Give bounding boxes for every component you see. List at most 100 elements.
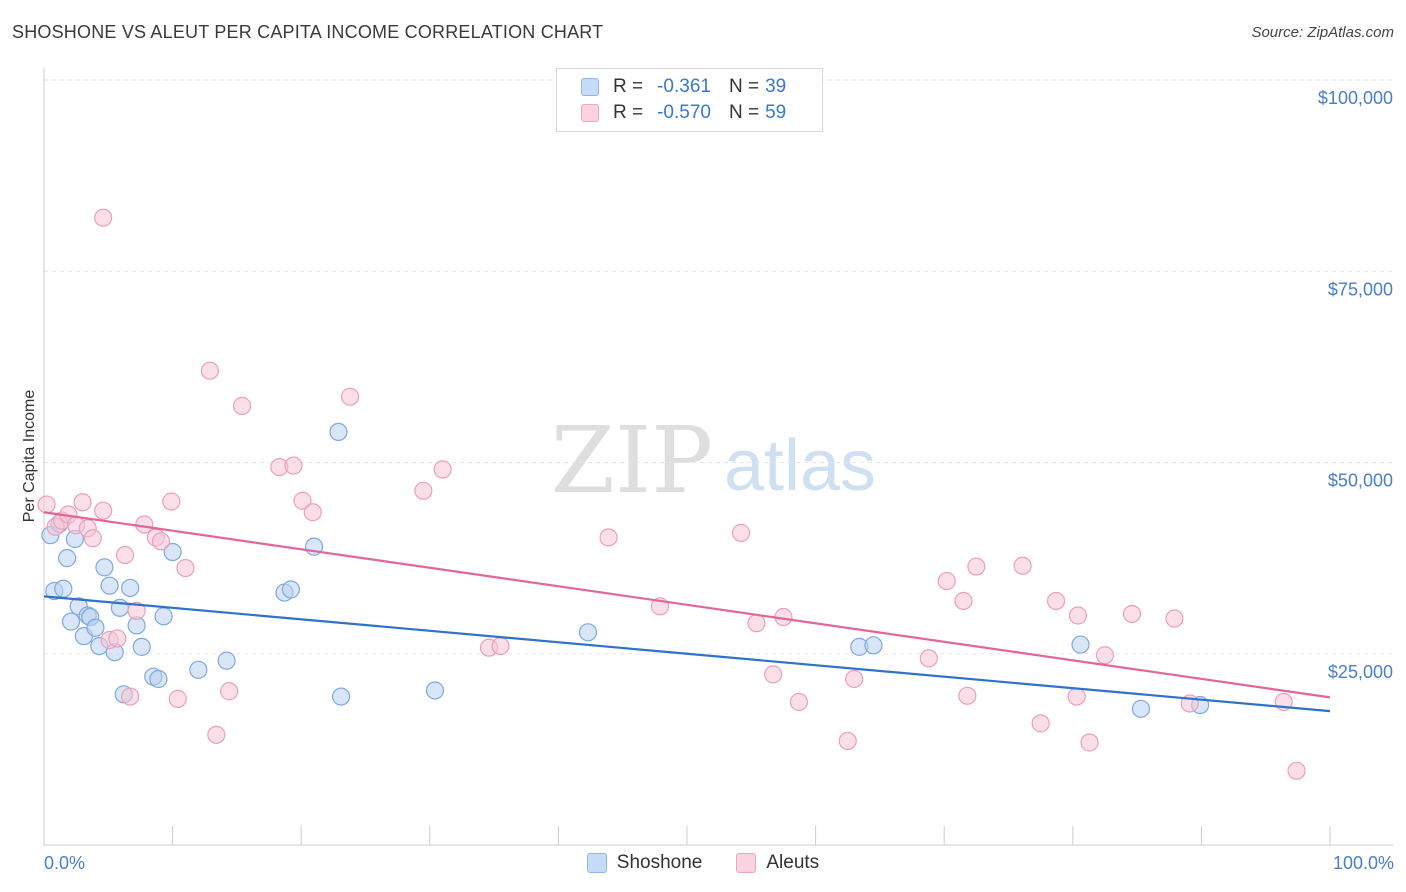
aleut-point <box>121 687 140 706</box>
aleut-point <box>1046 591 1066 611</box>
shoshone-point <box>86 618 105 637</box>
y-tick-label: $50,000 <box>1328 471 1393 491</box>
trend-line-shoshone <box>43 595 1331 713</box>
aleut-point <box>433 460 452 479</box>
aleut-point <box>1165 609 1184 628</box>
aleut-point <box>1067 687 1086 706</box>
aleut-point <box>127 601 146 621</box>
legend-r-value: -0.570 <box>657 102 711 123</box>
legend-n-label: N = <box>728 76 760 97</box>
aleut-point <box>94 208 113 227</box>
shoshone-point <box>58 549 77 568</box>
x-ticks <box>43 826 1331 845</box>
watermark-atlas: atlas <box>724 426 876 506</box>
series-legend-aleuts[interactable]: Aleuts <box>736 852 819 874</box>
watermark-zip: ZIP <box>551 407 713 514</box>
shoshone-point <box>1071 635 1090 654</box>
aleut-point <box>162 492 181 511</box>
shoshone-point <box>61 612 81 631</box>
shoshone-point <box>281 580 301 599</box>
shoshone-point <box>1131 699 1151 718</box>
watermark: ZIP atlas <box>551 407 876 514</box>
shoshone-point <box>578 623 598 642</box>
aleut-point <box>967 557 986 576</box>
shoshone-point <box>329 422 348 441</box>
aleut-point <box>83 529 102 548</box>
aleut-point <box>1080 733 1099 752</box>
aleut-point <box>168 689 187 708</box>
legend-row-shoshone: R = -0.361 N = 39 <box>581 76 786 98</box>
series-label-shoshone: Shoshone <box>616 852 703 873</box>
grid-lines <box>44 79 1393 655</box>
axes <box>43 68 1393 846</box>
aleut-point <box>284 456 303 475</box>
legend-row-aleuts: R = -0.570 N = 59 <box>581 102 786 124</box>
legend-r-label: R = <box>613 102 644 123</box>
aleut-point <box>340 387 360 406</box>
legend-n-value: 39 <box>765 76 787 97</box>
aleut-point <box>954 591 973 611</box>
y-tick-labels: $25,000 $50,000 $75,000 $100,000 <box>1318 88 1393 682</box>
aleut-point <box>764 665 783 684</box>
aleut-point <box>94 501 113 520</box>
aleut-point <box>303 503 322 522</box>
trend-line-aleuts <box>43 511 1331 699</box>
aleut-point <box>845 669 864 689</box>
aleut-point <box>747 614 766 633</box>
aleut-point <box>200 361 219 380</box>
legend-swatch-aleuts <box>581 104 599 122</box>
shoshone-point <box>149 669 168 689</box>
shoshone-point <box>154 607 173 626</box>
trend-lines <box>43 511 1331 713</box>
series-shoshone <box>41 422 1210 718</box>
legend-r-label: R = <box>613 76 644 97</box>
aleut-point <box>937 571 956 591</box>
aleut-point <box>207 725 226 744</box>
legend-n-value: 59 <box>765 102 787 123</box>
shoshone-point <box>54 579 73 598</box>
series <box>37 208 1306 780</box>
series-swatch-shoshone <box>586 853 607 873</box>
aleut-point <box>789 692 808 712</box>
series-label-aleuts: Aleuts <box>766 852 820 873</box>
aleut-point <box>1068 606 1088 625</box>
legend-r-value: -0.361 <box>657 76 711 97</box>
aleut-point <box>958 686 977 705</box>
aleut-point <box>293 491 312 510</box>
aleut-point <box>108 629 127 648</box>
chart-title: SHOSHONE VS ALEUT PER CAPITA INCOME CORR… <box>12 22 604 42</box>
aleut-point <box>232 396 252 415</box>
aleut-point <box>1122 604 1142 624</box>
shoshone-point <box>217 651 236 670</box>
shoshone-point <box>425 681 445 700</box>
aleut-point <box>220 682 239 701</box>
aleut-point <box>1287 761 1306 780</box>
aleut-point <box>176 558 195 578</box>
aleut-point <box>115 545 135 565</box>
legend-swatch-shoshone <box>581 78 599 96</box>
aleut-point <box>414 481 433 500</box>
series-legend: Shoshone Aleuts <box>0 852 1406 874</box>
aleut-point <box>491 636 510 656</box>
y-tick-label: $75,000 <box>1328 279 1393 299</box>
legend-n-label: N = <box>728 102 760 123</box>
aleut-point <box>731 523 751 542</box>
shoshone-point <box>331 687 351 706</box>
y-tick-label: $100,000 <box>1318 88 1393 108</box>
source-credit: Source: ZipAtlas.com <box>1251 24 1394 41</box>
shoshone-point <box>163 542 182 562</box>
aleut-point <box>838 731 857 751</box>
aleut-point <box>1031 714 1050 733</box>
aleut-point <box>73 493 92 512</box>
shoshone-point <box>121 578 140 598</box>
aleut-point <box>599 528 618 547</box>
aleut-point <box>1013 556 1032 575</box>
aleut-point <box>919 649 938 668</box>
series-legend-shoshone[interactable]: Shoshone <box>586 852 703 874</box>
correlation-legend: R = -0.361 N = 39 R = -0.570 N = 59 <box>556 68 823 132</box>
aleut-point <box>37 495 56 514</box>
shoshone-point <box>864 636 883 655</box>
x-tick-label-max: 100.0% <box>1333 853 1394 873</box>
y-tick-label: $25,000 <box>1328 662 1393 682</box>
